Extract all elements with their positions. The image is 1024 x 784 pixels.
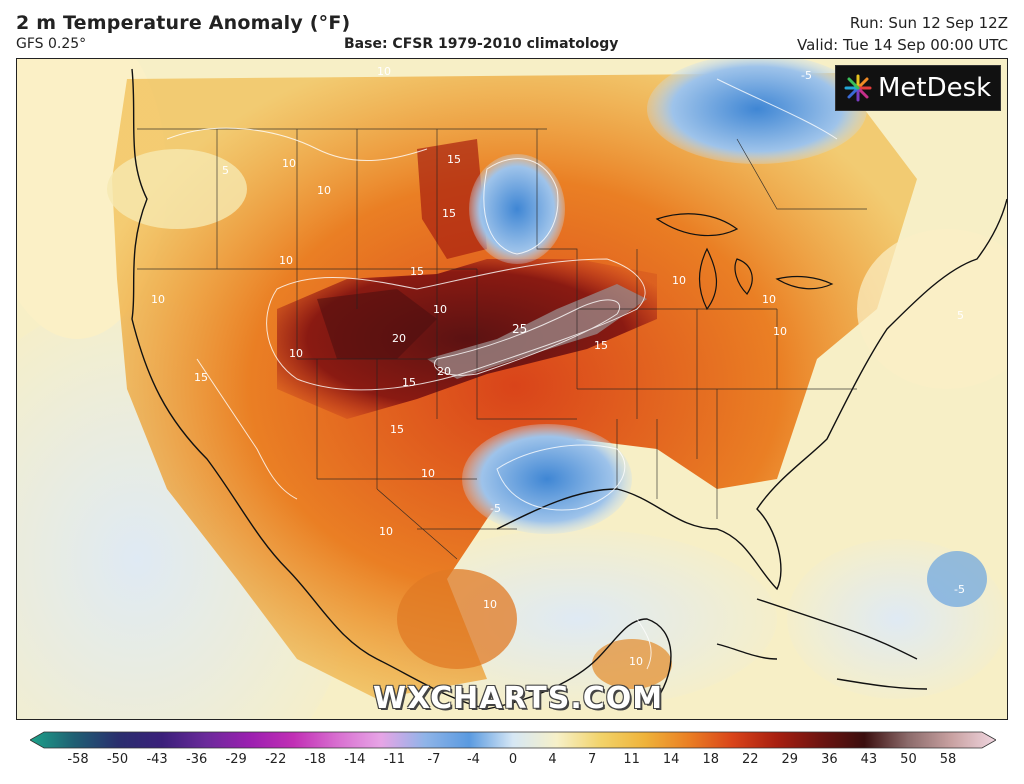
contour-label: 15 (447, 153, 461, 166)
contour-label: 10 (762, 293, 776, 306)
colorbar-tick-label: 11 (623, 752, 640, 767)
contour-label: 15 (390, 423, 404, 436)
colorbar-gradient (30, 730, 996, 750)
colorbar-tick-label: -4 (467, 752, 480, 767)
anomaly-map[interactable]: 10 10 10 10 15 15 15 10 10 10 15 20 25 2… (16, 58, 1008, 720)
contour-label: 10 (629, 655, 643, 668)
contour-label: 10 (421, 467, 435, 480)
colorbar-tick-label: 29 (782, 752, 799, 767)
pacific-nw-mild (107, 149, 247, 229)
contour-label: 10 (483, 598, 497, 611)
model-label: GFS 0.25° (16, 36, 86, 52)
contour-label: 10 (377, 65, 391, 78)
contour-label: 10 (279, 254, 293, 267)
colorbar-tick-label: 43 (861, 752, 878, 767)
contour-label: 10 (773, 325, 787, 338)
wxcharts-watermark: WXCHARTS.COM (373, 681, 663, 716)
canada-east-cool (647, 59, 867, 164)
colorbar-tick-label: 36 (821, 752, 838, 767)
colorbar-tick-label: -22 (265, 752, 286, 767)
colorbar-bar (30, 732, 996, 748)
contour-label: 15 (194, 371, 208, 384)
contour-label: 20 (437, 365, 451, 378)
contour-label: 25 (512, 322, 527, 336)
colorbar-tick-label: -50 (107, 752, 128, 767)
colorbar-tick-label: 58 (940, 752, 957, 767)
atlantic-cool-spot (927, 551, 987, 607)
colorbar-tick-label: -14 (344, 752, 365, 767)
colorbar-tick-label: 18 (702, 752, 719, 767)
mexico-warm (397, 569, 517, 669)
colorbar-tick-label: -7 (427, 752, 440, 767)
contour-label: 10 (672, 274, 686, 287)
colorbar-tick-label: -58 (67, 752, 88, 767)
metdesk-logo: MetDesk (835, 65, 1001, 111)
colorbar: -58 -50 -43 -36 -29 -22 -18 -14 -11 -7 -4 0 4 7 11 14 18… (30, 730, 996, 776)
gulf-cool (462, 424, 632, 534)
contour-label: 10 (151, 293, 165, 306)
colorbar-tick-label: 22 (742, 752, 759, 767)
contour-label: 15 (402, 376, 416, 389)
contour-label: -5 (801, 69, 812, 82)
chart-title: 2 m Temperature Anomaly (°F) (16, 12, 350, 34)
colorbar-tick-label: 4 (548, 752, 556, 767)
colorbar-tick-label: -11 (384, 752, 405, 767)
metdesk-starburst-icon (844, 74, 872, 102)
run-time-label: Run: Sun 12 Sep 12Z (850, 14, 1008, 32)
colorbar-tick-label: 0 (509, 752, 517, 767)
contour-label: -5 (954, 583, 965, 596)
map-canvas: 10 10 10 10 15 15 15 10 10 10 15 20 25 2… (17, 59, 1008, 720)
contour-label: 10 (433, 303, 447, 316)
contour-label: 20 (392, 332, 406, 345)
contour-label: 10 (282, 157, 296, 170)
upper-midwest-cool (469, 154, 565, 264)
base-climatology-label: Base: CFSR 1979-2010 climatology (344, 36, 618, 52)
colorbar-tick-label: -18 (305, 752, 326, 767)
contour-label: 15 (594, 339, 608, 352)
contour-label: 5 (222, 164, 229, 177)
metdesk-logo-text: MetDesk (878, 73, 991, 103)
contour-label: 15 (410, 265, 424, 278)
colorbar-tick-label: 50 (900, 752, 917, 767)
contour-label: 10 (379, 525, 393, 538)
contour-label: 15 (442, 207, 456, 220)
colorbar-tick-label: 7 (588, 752, 596, 767)
contour-label: -5 (490, 502, 501, 515)
valid-time-label: Valid: Tue 14 Sep 00:00 UTC (797, 36, 1008, 54)
contour-label: 10 (289, 347, 303, 360)
contour-label: 10 (317, 184, 331, 197)
colorbar-tick-label: -36 (186, 752, 207, 767)
colorbar-tick-label: -43 (146, 752, 167, 767)
colorbar-tick-label: -29 (226, 752, 247, 767)
colorbar-tick-label: 14 (663, 752, 680, 767)
contour-label: 5 (957, 309, 964, 322)
